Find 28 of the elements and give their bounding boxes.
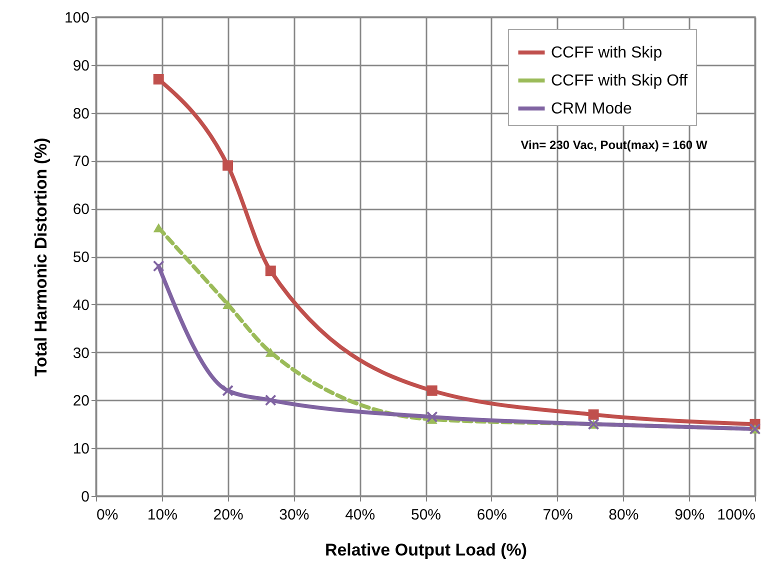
y-tick-label: 90 bbox=[72, 57, 90, 74]
x-tick-label: 70% bbox=[542, 506, 573, 524]
y-tick-label: 0 bbox=[81, 488, 90, 506]
y-tick-label: 10 bbox=[72, 440, 90, 458]
legend-label: CCFF with Skip Off bbox=[551, 72, 688, 90]
annotation: Vin= 230 Vac, Pout(max) = 160 W bbox=[520, 138, 708, 152]
x-tick-label: 0% bbox=[96, 506, 118, 524]
y-tick-label: 80 bbox=[72, 105, 90, 122]
y-axis-title: Total Harmonic Distortion (%) bbox=[31, 138, 50, 376]
y-tick-label: 100 bbox=[64, 10, 90, 26]
x-tick-label: 40% bbox=[345, 506, 376, 524]
y-tick-label: 70 bbox=[72, 153, 90, 170]
x-tick-label: 100% bbox=[717, 506, 756, 524]
x-tick-label: 20% bbox=[213, 506, 244, 524]
x-tick-label: 90% bbox=[674, 506, 705, 524]
x-tick-label: 30% bbox=[279, 506, 310, 524]
x-tick-label: 80% bbox=[608, 506, 639, 524]
y-tick-label: 20 bbox=[72, 392, 90, 410]
x-tick-label: 60% bbox=[476, 506, 507, 524]
legend-label: CCFF with Skip bbox=[551, 44, 662, 62]
x-tick-label: 50% bbox=[410, 506, 442, 524]
legend-label: CRM Mode bbox=[551, 100, 632, 118]
y-tick-label: 30 bbox=[72, 344, 90, 362]
y-tick-label: 40 bbox=[72, 296, 90, 314]
x-tick-label: 10% bbox=[147, 506, 178, 524]
y-tick-label: 60 bbox=[72, 201, 90, 218]
x-axis-title: Relative Output Load (%) bbox=[324, 540, 528, 560]
y-tick-label: 50 bbox=[72, 249, 90, 266]
